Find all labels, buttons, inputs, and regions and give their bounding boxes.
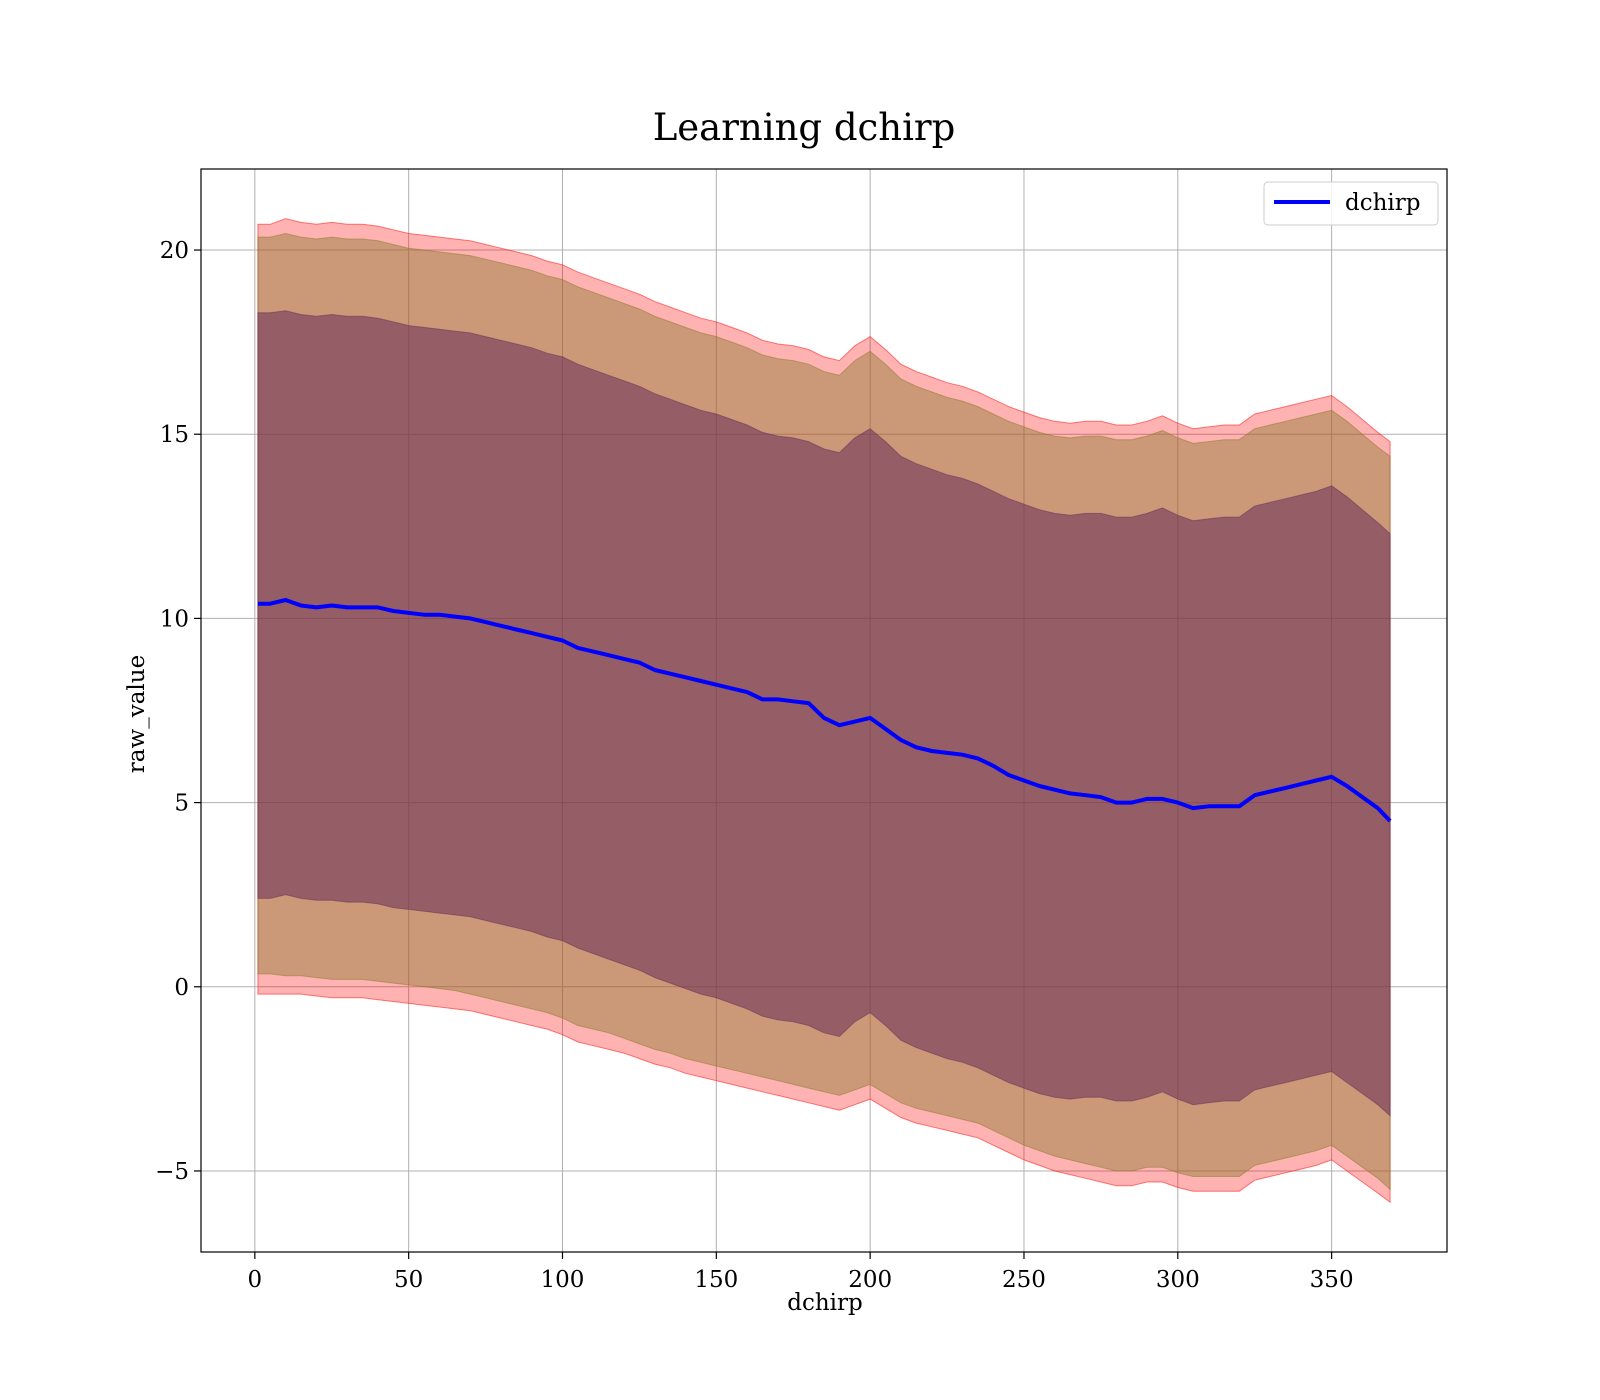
x-axis-ticks: 0 50 100 150 200 250 300 350	[248, 1252, 1354, 1293]
legend-label: dchirp	[1345, 190, 1421, 216]
x-tick-label: 0	[248, 1267, 263, 1293]
y-tick-label: −5	[155, 1159, 189, 1185]
x-axis-label: dchirp	[787, 1290, 863, 1316]
series-lines	[257, 598, 1392, 823]
x-tick-label: 100	[541, 1267, 585, 1293]
x-tick-label: 200	[848, 1267, 892, 1293]
y-tick-label: 0	[174, 975, 189, 1001]
x-tick-label: 250	[1002, 1267, 1046, 1293]
y-axis-ticks: −5 0 5 10 15 20	[155, 238, 201, 1185]
x-tick-label: 150	[694, 1267, 738, 1293]
band-inner	[257, 310, 1391, 1117]
y-tick-label: 5	[174, 791, 189, 817]
y-tick-label: 15	[160, 422, 189, 448]
x-tick-label: 50	[394, 1267, 423, 1293]
y-tick-label: 20	[160, 238, 189, 264]
x-tick-label: 350	[1310, 1267, 1354, 1293]
y-tick-label: 10	[160, 606, 189, 632]
legend: dchirp	[1263, 181, 1439, 226]
chart-title: Learning dchirp	[653, 106, 956, 149]
x-tick-label: 300	[1156, 1267, 1200, 1293]
legend-box	[1263, 181, 1439, 226]
plot-frame	[200, 168, 1448, 1253]
series-line-dchirp	[257, 598, 1392, 823]
y-axis-label: raw_value	[124, 655, 150, 773]
confidence-bands	[257, 218, 1391, 1204]
